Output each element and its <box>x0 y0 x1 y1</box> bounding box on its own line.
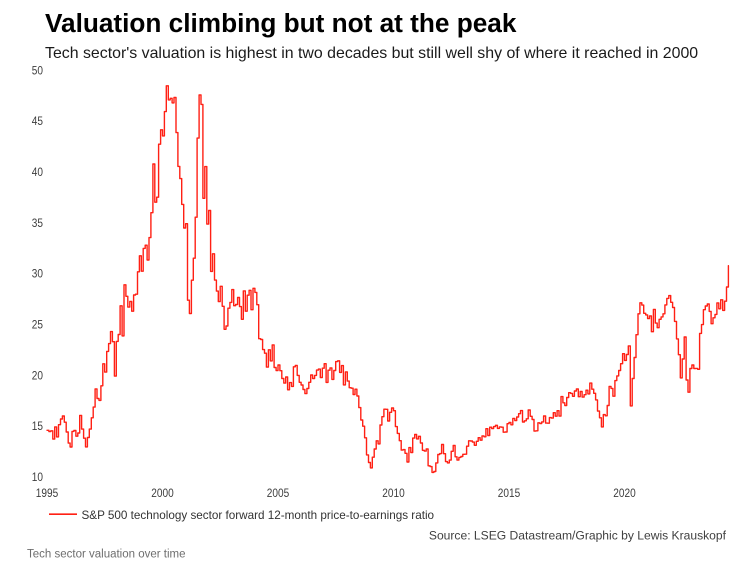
svg-text:2000: 2000 <box>151 487 173 500</box>
svg-text:10: 10 <box>32 471 43 484</box>
svg-text:Tech sector valuation over tim: Tech sector valuation over time <box>27 548 186 560</box>
svg-text:45: 45 <box>32 115 43 128</box>
svg-text:20: 20 <box>32 370 43 383</box>
svg-text:2005: 2005 <box>267 487 289 500</box>
svg-text:1995: 1995 <box>36 487 58 500</box>
svg-text:Source: LSEG Datastream/Graphi: Source: LSEG Datastream/Graphic by Lewis… <box>429 528 727 542</box>
svg-text:30: 30 <box>32 268 43 281</box>
svg-text:25: 25 <box>32 319 43 332</box>
svg-text:2020: 2020 <box>613 487 635 500</box>
svg-text:Valuation climbing but not at: Valuation climbing but not at the peak <box>45 8 517 38</box>
svg-text:35: 35 <box>32 217 43 230</box>
svg-text:S&P 500 technology sector forw: S&P 500 technology sector forward 12-mon… <box>82 509 435 522</box>
svg-text:15: 15 <box>32 420 43 433</box>
svg-text:2010: 2010 <box>382 487 404 500</box>
svg-text:50: 50 <box>32 65 43 78</box>
svg-text:Tech sector's valuation is hig: Tech sector's valuation is highest in tw… <box>45 45 698 62</box>
svg-text:2015: 2015 <box>498 487 520 500</box>
svg-text:40: 40 <box>32 166 43 179</box>
